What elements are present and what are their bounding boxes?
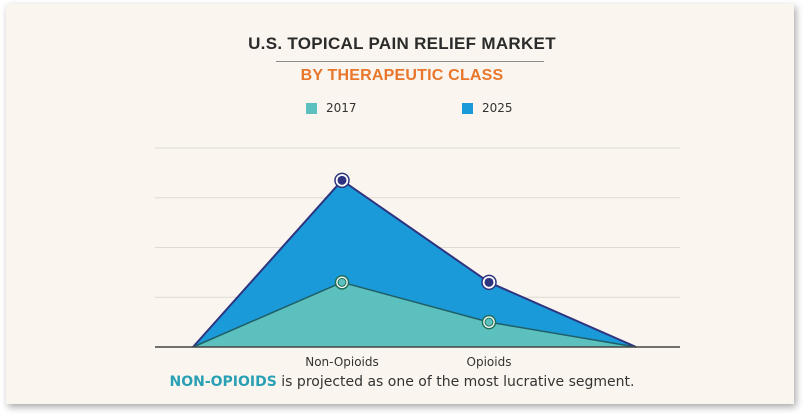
series-area-2017 <box>193 282 636 347</box>
title-divider <box>276 61 544 62</box>
legend-label-2025: 2025 <box>482 101 513 115</box>
chart-subtitle: BY THERAPEUTIC CLASS <box>300 67 504 84</box>
data-point-2025-center <box>484 277 494 287</box>
legend-label-2017: 2017 <box>326 101 357 115</box>
x-tick-label: Opioids <box>467 355 512 369</box>
legend-item-2017: 2017 <box>306 101 357 115</box>
data-point-2017-center <box>337 277 347 287</box>
chart-caption: NON-OPIOIDS is projected as one of the m… <box>0 374 804 390</box>
series-line-2025 <box>192 179 637 348</box>
chart-title: U.S. TOPICAL PAIN RELIEF MARKET <box>248 34 556 53</box>
data-point-2025-center <box>337 175 347 185</box>
chart-legend: 2017 2025 <box>0 101 804 121</box>
caption-highlight: NON-OPIOIDS <box>169 374 277 390</box>
series-line-2017 <box>192 281 637 348</box>
caption-text: is projected as one of the most lucrativ… <box>276 374 635 390</box>
x-tick-label: Non-Opioids <box>305 355 379 369</box>
legend-item-2025: 2025 <box>462 101 513 115</box>
data-point-2017-center <box>484 317 494 327</box>
legend-swatch-2017 <box>306 102 317 114</box>
legend-swatch-2025 <box>462 102 473 114</box>
